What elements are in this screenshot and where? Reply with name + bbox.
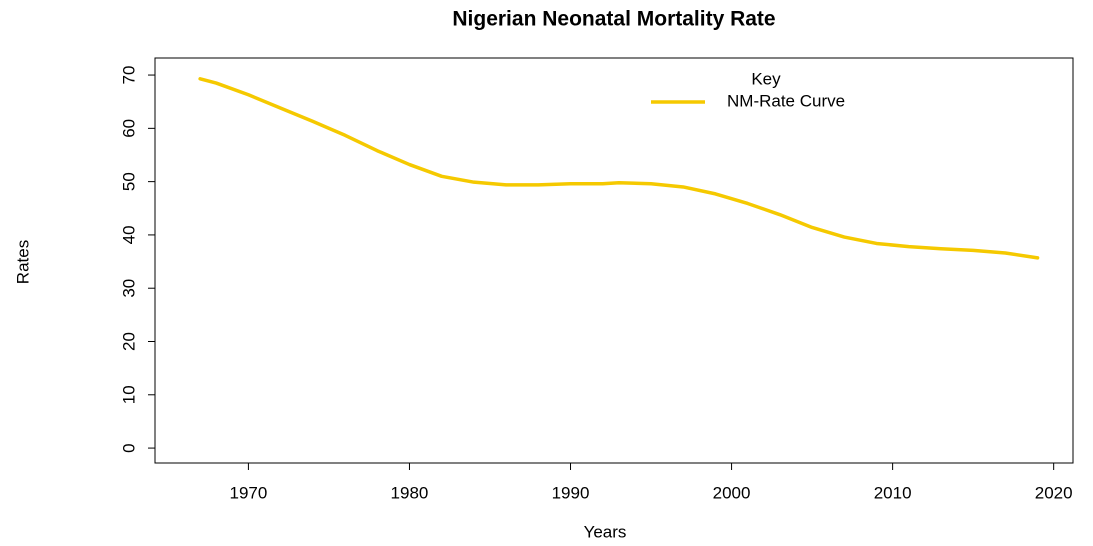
- y-tick-label: 60: [119, 119, 138, 138]
- y-tick-label: 70: [119, 66, 138, 85]
- y-tick-label: 30: [119, 279, 138, 298]
- chart-title: Nigerian Neonatal Mortality Rate: [452, 8, 775, 31]
- x-tick-label: 1990: [552, 483, 590, 502]
- y-axis-title: Rates: [13, 240, 32, 284]
- x-tick-label: 1980: [391, 483, 429, 502]
- y-tick-label: 0: [119, 443, 138, 452]
- x-tick-label: 2000: [713, 483, 751, 502]
- line-series: [198, 77, 1040, 260]
- legend-label: NM-Rate Curve: [727, 91, 845, 110]
- x-tick-label: 2010: [874, 483, 912, 502]
- y-tick-label: 10: [119, 385, 138, 404]
- x-tick-label: 2020: [1035, 483, 1073, 502]
- plot-box: [154, 57, 1074, 464]
- y-tick-label: 50: [119, 172, 138, 191]
- x-axis-title: Years: [584, 522, 627, 541]
- y-tick-label: 20: [119, 332, 138, 351]
- legend-title: Key: [751, 69, 781, 88]
- x-tick-label: 1970: [229, 483, 267, 502]
- y-tick-label: 40: [119, 225, 138, 244]
